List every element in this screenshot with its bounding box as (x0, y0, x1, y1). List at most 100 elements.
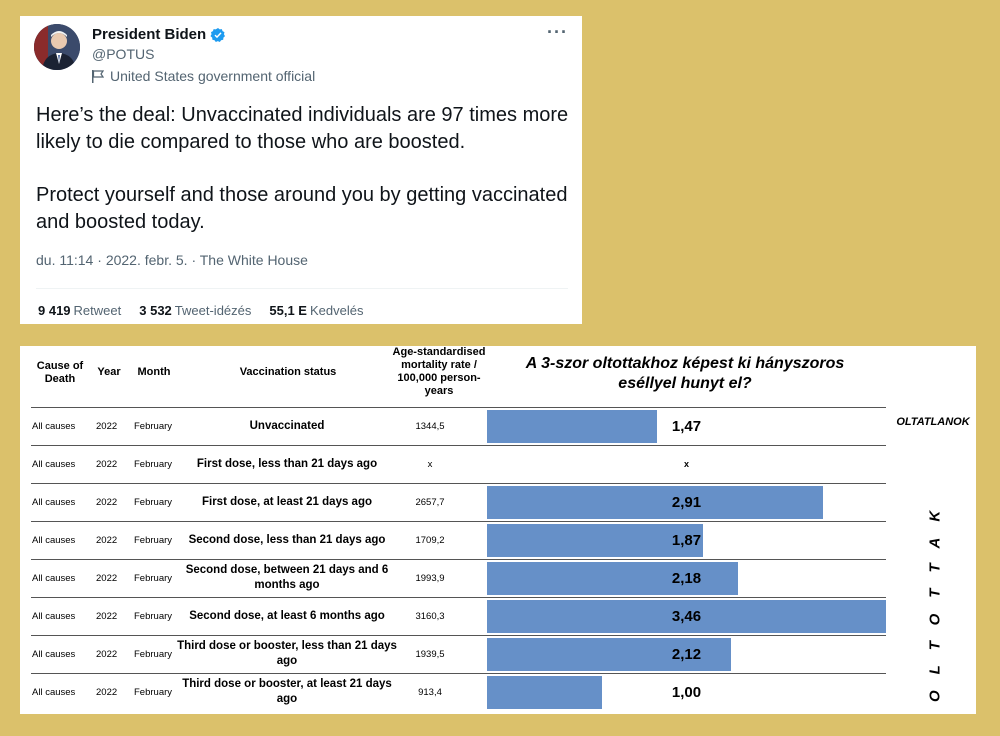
ratio-label: 1,00 (671, 683, 702, 701)
cell-year: 2022 (96, 610, 118, 622)
tweet-meta: du. 11:14 · 2022. febr. 5. · The White H… (36, 252, 308, 268)
ratio-bar (487, 638, 731, 671)
cell-cause: All causes (32, 534, 76, 546)
cell-cause: All causes (32, 496, 76, 508)
cell-status: First dose, less than 21 days ago (196, 457, 378, 470)
cell-year: 2022 (96, 572, 118, 584)
ratio-label: 3,46 (671, 607, 702, 625)
cell-month: February (134, 572, 173, 584)
ratio-bar (487, 486, 823, 519)
table-row: All causes 2022 February Second dose, less … (20, 521, 886, 559)
cell-rate: 1344,5 (415, 420, 445, 432)
ratio-bar (487, 676, 602, 709)
table-row: All causes 2022 February Second dose, betwe… (20, 559, 886, 597)
tweet-paragraph-1: Here’s the deal: Unvaccinated individual… (36, 104, 569, 153)
cell-rate: 913,4 (418, 686, 442, 698)
cell-year: 2022 (96, 686, 118, 698)
tweet-body: Here’s the deal: Unvaccinated individual… (36, 102, 576, 262)
ratio-bar (487, 562, 738, 595)
cell-status: Third dose or booster, at least 21 days … (182, 678, 392, 705)
likes-count: 55,1 E (269, 303, 307, 318)
row-divider (31, 483, 886, 484)
cell-month: February (134, 686, 173, 698)
table-row: All causes 2022 February Third dose or boos… (20, 673, 886, 711)
cell-status: Second dose, at least 6 months ago (189, 609, 385, 622)
cell-status: First dose, at least 21 days ago (201, 495, 372, 508)
cell-month: February (134, 496, 173, 508)
chart-title: A 3-szor oltottakhoz képest ki hányszoro… (500, 354, 870, 394)
ratio-label: 1,47 (671, 417, 702, 435)
table-row: All causes 2022 February First dose, less t… (20, 445, 886, 483)
cell-month: February (134, 610, 173, 622)
unvaccinated-side-label: OLTATLANOK (896, 416, 970, 428)
tweet-card: President Biden @POTUS United States gov… (20, 16, 582, 324)
author-name[interactable]: President Biden (92, 26, 207, 43)
header-rate: Age-standardised mortality rate / 100,00… (392, 346, 486, 397)
tweet-stats: 9 419 Retweet 3 532 Tweet-idézés 55,1 E Ked… (38, 303, 363, 318)
cell-rate: 1709,2 (415, 534, 445, 546)
tweet-time[interactable]: du. 11:14 (36, 252, 94, 268)
retweets-stat[interactable]: 9 419 Retweet (38, 303, 121, 318)
cell-status: Third dose or booster, less than 21 days… (177, 640, 397, 667)
mortality-table: Cause of Death Year Month Vaccination st… (20, 346, 976, 714)
tweet-source[interactable]: The White House (199, 252, 308, 268)
ratio-label: x (683, 459, 689, 469)
row-divider (31, 673, 886, 674)
header-cause: Cause of Death (36, 360, 84, 385)
cell-cause: All causes (32, 420, 76, 432)
cell-year: 2022 (96, 420, 118, 432)
cell-month: February (134, 420, 173, 432)
tweet-date[interactable]: 2022. febr. 5. (105, 252, 188, 268)
table-row: All causes 2022 February Second dose, at le… (20, 597, 886, 635)
row-divider (31, 597, 886, 598)
author-name-row: President Biden (92, 26, 226, 43)
row-divider (31, 559, 886, 560)
verified-badge-icon (210, 27, 226, 42)
ratio-label: 1,87 (671, 531, 702, 549)
table-row: All causes 2022 February Third dose or boos… (20, 635, 886, 673)
meta-separator: · (191, 252, 200, 268)
ratio-bar (487, 524, 703, 557)
retweets-label: Retweet (73, 303, 122, 318)
ratio-label: 2,18 (671, 569, 702, 587)
chart-title-line-1: A 3-szor oltottakhoz képest ki hányszoro… (525, 355, 845, 372)
row-divider (31, 407, 886, 408)
chart-title-line-2: eséllyel hunyt el? (618, 375, 752, 392)
table-row: All causes 2022 February Unvaccinated 1344,5… (20, 407, 886, 445)
cell-cause: All causes (32, 648, 76, 660)
row-divider (31, 635, 886, 636)
cell-month: February (134, 458, 173, 470)
more-horizontal-icon[interactable]: ··· (547, 22, 568, 42)
cell-month: February (134, 534, 173, 546)
header-year: Year (97, 366, 121, 378)
flag-icon (92, 69, 104, 83)
cell-year: 2022 (96, 534, 118, 546)
ratio-label: 2,91 (671, 493, 702, 511)
cell-status: Second dose, less than 21 days ago (188, 533, 386, 546)
likes-label: Kedvelés (309, 303, 364, 318)
cell-rate: 1939,5 (415, 648, 445, 660)
cell-status: Unvaccinated (249, 419, 325, 432)
ratio-label: 2,12 (671, 645, 702, 663)
cell-year: 2022 (96, 458, 118, 470)
ratio-bar (487, 600, 886, 633)
cell-cause: All causes (32, 686, 76, 698)
likes-stat[interactable]: 55,1 E Kedvelés (269, 303, 363, 318)
official-label: United States government official (92, 68, 315, 84)
cell-rate: x (427, 458, 433, 470)
cell-cause: All causes (32, 458, 76, 470)
cell-status: Second dose, between 21 days and 6 month… (185, 564, 389, 591)
avatar[interactable] (34, 24, 80, 70)
cell-year: 2022 (96, 648, 118, 660)
quotes-stat[interactable]: 3 532 Tweet-idézés (139, 303, 251, 318)
table-row: All causes 2022 February First dose, at lea… (20, 483, 886, 521)
cell-rate: 3160,3 (415, 610, 445, 622)
quotes-label: Tweet-idézés (174, 303, 252, 318)
author-handle[interactable]: @POTUS (92, 46, 155, 62)
row-divider (31, 521, 886, 522)
header-month: Month (137, 366, 171, 378)
row-divider (31, 445, 886, 446)
ratio-bar (487, 410, 657, 443)
cell-cause: All causes (32, 572, 76, 584)
retweets-count: 9 419 (38, 303, 71, 318)
